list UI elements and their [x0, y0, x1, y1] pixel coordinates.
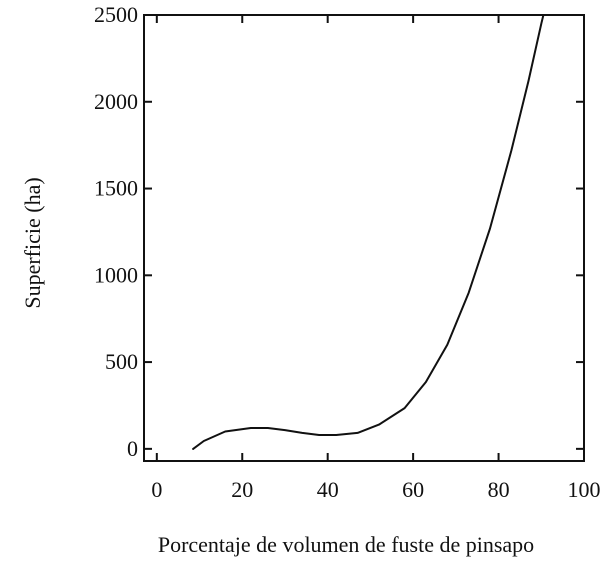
x-tick-label: 100: [568, 477, 601, 502]
plot-frame: [143, 14, 585, 462]
x-axis-title: Porcentaje de volumen de fuste de pinsap…: [158, 532, 534, 557]
x-axis-ticks: 0 20 40 60 80 100: [151, 15, 601, 502]
series-layer: [192, 14, 545, 450]
series-line: [192, 14, 545, 450]
x-tick-label: 40: [317, 477, 339, 502]
x-tick-label: 20: [231, 477, 253, 502]
x-tick-label: 0: [151, 477, 162, 502]
y-tick-label: 1000: [94, 262, 138, 287]
y-tick-label: 2000: [94, 89, 138, 114]
y-tick-label: 1500: [94, 176, 138, 201]
y-axis-title: Superficie (ha): [20, 177, 45, 308]
y-tick-label: 500: [105, 349, 138, 374]
y-tick-label: 2500: [94, 2, 138, 27]
y-tick-label: 0: [127, 436, 138, 461]
y-axis-ticks: 0 500 1000 1500 2000 2500: [94, 2, 584, 461]
x-tick-label: 60: [402, 477, 424, 502]
x-tick-label: 80: [488, 477, 510, 502]
